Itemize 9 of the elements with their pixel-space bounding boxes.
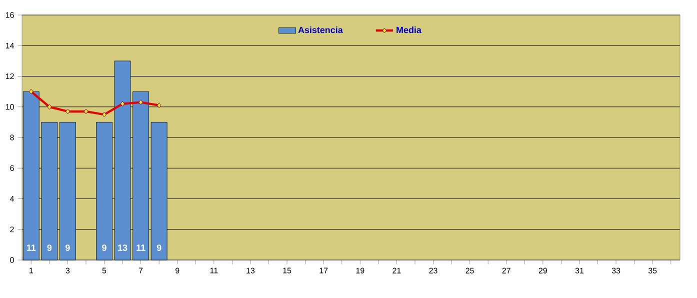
data-label: 9 <box>156 244 162 251</box>
data-label: 9 <box>47 244 52 251</box>
data-label: 9 <box>66 244 70 251</box>
data-label: 9 <box>102 244 106 251</box>
legend-label: Media <box>396 26 422 34</box>
data-label: 13 <box>118 244 128 251</box>
data-label: 11 <box>26 244 36 251</box>
data-label: 11 <box>136 244 146 251</box>
legend-label: Asistencia <box>298 26 343 34</box>
